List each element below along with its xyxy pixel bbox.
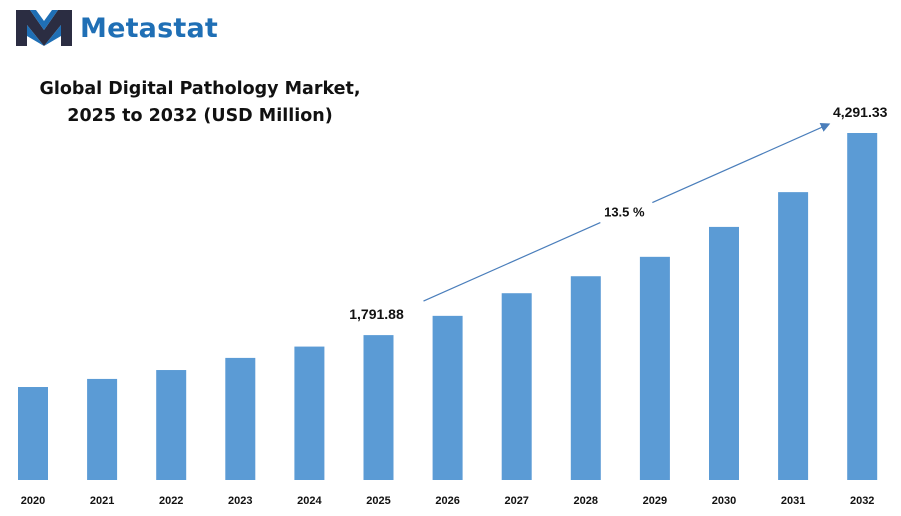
x-tick-label-2032: 2032 (850, 495, 874, 507)
growth-arrow-head (652, 123, 831, 204)
bar-2021 (87, 378, 118, 480)
bar-2031 (778, 192, 809, 480)
x-tick-label-2022: 2022 (159, 495, 183, 507)
bar-2024 (294, 346, 325, 480)
chart-title: Global Digital Pathology Market, (39, 79, 361, 99)
x-tick-label-2020: 2020 (21, 495, 45, 507)
brand-name: Metastat (80, 12, 219, 44)
x-tick-label-2031: 2031 (781, 495, 805, 507)
data-label-2025: 1,791.88 (349, 306, 404, 322)
x-tick-label-2024: 2024 (297, 495, 322, 507)
x-tick-label-2027: 2027 (504, 495, 528, 507)
brand-logo: Metastat (14, 8, 218, 48)
x-tick-label-2029: 2029 (643, 495, 667, 507)
bar-2025 (363, 335, 394, 480)
x-tick-label-2028: 2028 (574, 495, 598, 507)
bar-2020 (18, 387, 48, 480)
x-tick-label-2025: 2025 (366, 495, 390, 507)
bar-2026 (432, 315, 463, 480)
bar-2030 (709, 226, 739, 480)
bar-2028 (570, 276, 601, 480)
data-label-2032: 4,291.33 (833, 104, 888, 120)
bar-2022 (156, 370, 187, 480)
x-tick-label-2026: 2026 (435, 495, 459, 507)
x-tick-label-2030: 2030 (712, 495, 736, 507)
cagr-annotation: 13.5 % (604, 205, 645, 220)
metastat-logo-icon (16, 10, 72, 46)
x-tick-label-2021: 2021 (90, 495, 114, 507)
chart-subtitle: 2025 to 2032 (USD Million) (67, 106, 333, 126)
x-tick-label-2023: 2023 (228, 495, 252, 507)
chart-title-block: Global Digital Pathology Market, 2025 to… (10, 76, 390, 130)
bar-2032 (847, 133, 878, 480)
bar-2027 (501, 293, 532, 480)
bar-2029 (639, 256, 670, 480)
growth-arrow-line (423, 222, 601, 302)
bar-2023 (225, 357, 256, 480)
